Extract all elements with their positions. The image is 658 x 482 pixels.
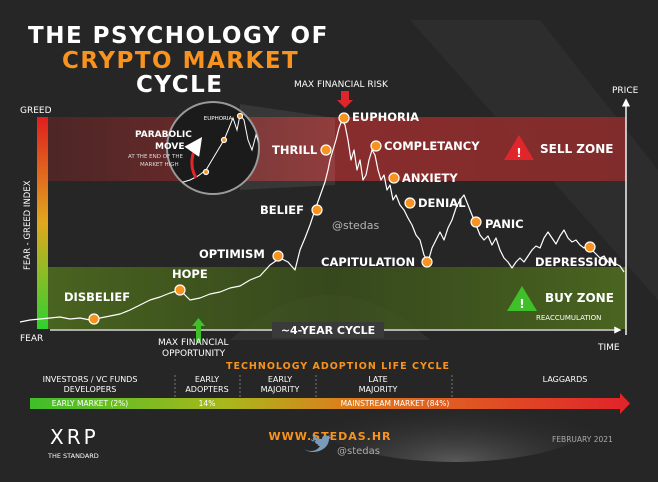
label-hope: HOPE [172,267,208,281]
parabolic-inset [166,101,260,195]
inset-dot-2 [220,136,228,144]
cycle-label: ~4-YEAR CYCLE [281,324,375,337]
price-line [19,119,625,323]
watermark: @stedas [332,219,380,232]
fear-greed-axis [37,117,48,329]
label-panic: PANIC [485,217,524,231]
xrp-logo: XRP [50,425,99,449]
label-capitulation: CAPITULATION [321,255,415,269]
inset-connector [240,104,335,190]
twitter-icon [304,434,331,452]
bar-early-market: EARLY MARKET (2%) [52,399,128,408]
adoption-title: TECHNOLOGY ADOPTION LIFE CYCLE [226,361,450,372]
warning-green-mark: ! [519,297,524,311]
title-line1: THE PSYCHOLOGY OF [28,23,329,49]
dot-depression [584,241,596,253]
label-thrill: THRILL [272,143,318,157]
price-label: PRICE [612,86,639,96]
dot-capitulation [421,256,433,268]
label-depression: DEPRESSION [535,255,617,269]
adoption-bell-curve [305,362,605,462]
fear-greed-index-label: FEAR - GREED INDEX [23,180,33,270]
sell-zone-label: SELL ZONE [540,142,613,156]
dot-denial [404,197,416,209]
cycle-label-bg [272,322,384,338]
bar-early-adopters: 14% [199,399,216,408]
xrp-tagline: THE STANDARD [47,452,99,460]
title-line2: CRYPTO MARKET [62,48,299,74]
label-denial: DENIAL [418,196,466,210]
max-risk-label: MAX FINANCIAL RISK [294,80,389,90]
label-optimism: OPTIMISM [199,247,265,261]
dot-thrill [320,144,332,156]
group-3-line2: MAJORITY [261,385,300,394]
buy-zone-label: BUY ZONE [545,291,614,305]
parabolic-sub-1: AT THE END OF THE [128,154,183,160]
down-arrow-icon [337,91,353,108]
label-disbelief: DISBELIEF [64,290,130,304]
inset-euphoria-label: EUPHORIA [204,116,233,122]
dot-disbelief [88,313,100,325]
up-arrow-icon [192,318,205,342]
max-opportunity-2: OPPORTUNITY [162,349,226,359]
time-label: TIME [597,343,620,353]
group-1-line1: INVESTORS / VC FUNDS [43,375,138,384]
dot-optimism [272,250,284,262]
adoption-bar [30,398,620,409]
reaccumulation-label: REACCUMULATION [536,314,601,322]
inset-dot-3 [236,112,244,120]
parabolic-sub-2: MARKET HIGH [140,162,179,168]
dot-anxiety [388,172,400,184]
date-label: FEBRUARY 2021 [552,435,613,444]
twitter-handle: @stedas [337,446,380,457]
max-opportunity-1: MAX FINANCIAL [158,338,229,348]
dot-euphoria [338,112,350,124]
inset-dot-1 [202,168,210,176]
label-belief: BELIEF [260,203,304,217]
dot-hope [174,284,186,296]
group-3-line1: EARLY [268,375,292,384]
parabolic-title-1: PARABOLIC [135,130,192,140]
dot-belief [311,204,323,216]
dot-panic [470,216,482,228]
fear-label: FEAR [20,334,43,344]
site-url: WWW.STEDAS.HR [268,430,391,443]
label-euphoria: EUPHORIA [352,110,419,124]
dot-completancy [370,140,382,152]
group-2-line1: EARLY [195,375,219,384]
bar-mainstream: MAINSTREAM MARKET (84%) [341,399,450,408]
group-4-line2: MAJORITY [359,385,398,394]
group-1-line2: DEVELOPERS [64,385,117,394]
group-5-line1: LAGGARDS [543,375,588,384]
warning-red-icon [504,135,534,160]
label-completancy: COMPLETANCY [384,139,480,153]
parabolic-title-2: MOVE [155,142,184,152]
group-4-line1: LATE [368,375,387,384]
label-anxiety: ANXIETY [402,171,458,185]
title-line3: CYCLE [136,72,223,98]
warning-red-mark: ! [516,146,521,160]
greed-label: GREED [20,106,52,116]
parabolic-arrow-icon [184,137,203,179]
warning-green-icon [507,286,537,311]
adoption-bar-arrow [620,393,630,414]
group-2-line2: ADOPTERS [185,385,228,394]
